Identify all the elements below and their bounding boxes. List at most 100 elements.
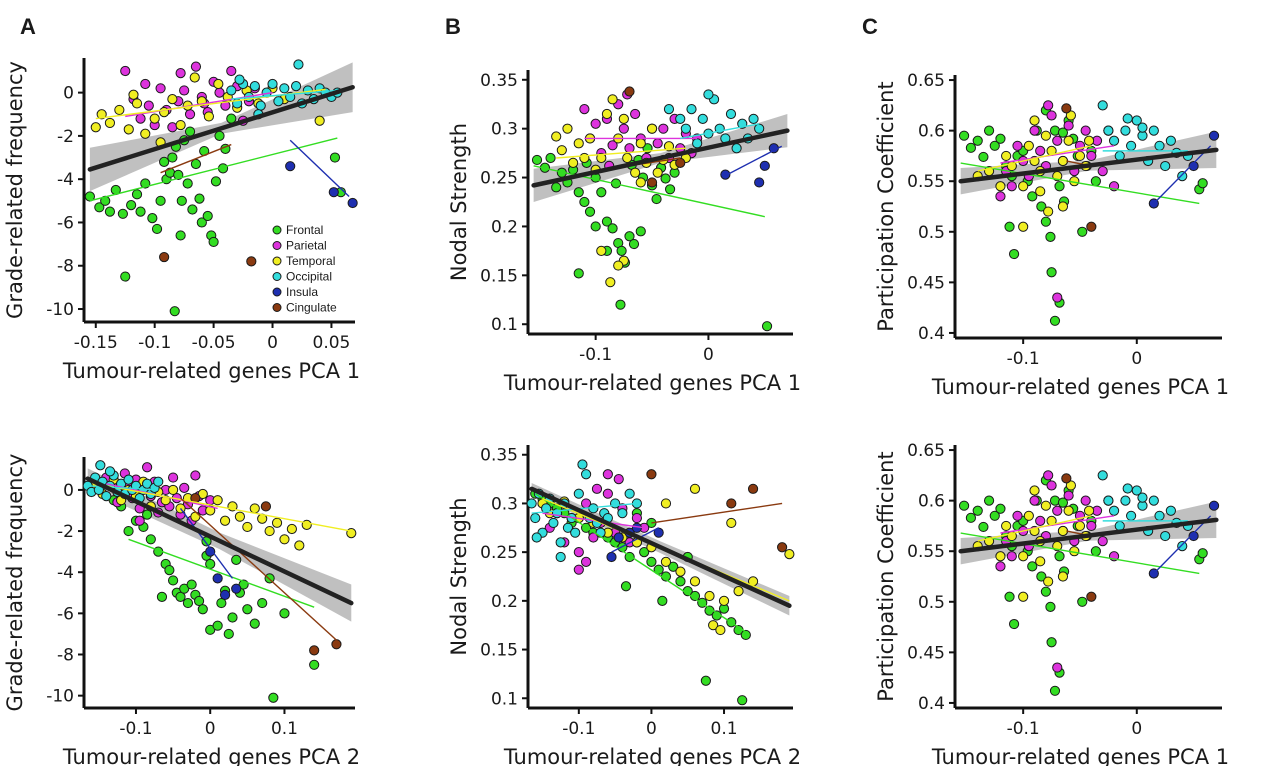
chart-1-point-temporal-5 [579,152,590,164]
chart-1-point-temporal-18 [652,167,663,178]
chart-2-point-parietal-6 [1029,125,1040,136]
chart-0-point-parietal-11 [190,61,202,72]
chart-4-ytick-label-5: 0.1 [491,689,518,709]
chart-5-point-occipital-10 [1165,505,1176,516]
chart-2: -0.1 0 0.65 0.6 0.55 0.5 0.45 0.4 Tumour-related… [874,71,1229,399]
chart-2-point-temporal-18 [1043,206,1054,217]
chart-3-point-frontal-16 [186,579,197,590]
chart-1-xlabel: Tumour-related genes PCA 1 [503,371,801,395]
chart-5-point-occipital-3 [1126,510,1137,521]
chart-0-point-temporal-2 [104,117,116,129]
chart-0-point-frontal-7 [131,189,143,200]
chart-2-point-parietal-22 [1043,100,1054,111]
chart-5-ytick-label-2: 0.55 [907,542,945,562]
chart-0-point-parietal-7 [167,122,178,133]
chart-4-overall-fit-line [529,486,792,608]
chart-3-point-frontal-37 [205,558,216,570]
chart-5-point-frontal-4 [983,495,995,506]
chart-4-point-parietal-17 [573,564,584,575]
chart-2-series-cingulate [1061,103,1097,232]
chart-0-point-temporal-9 [167,94,178,105]
chart-2-ytick-label-1: 0.6 [918,122,945,142]
chart-3-point-occipital-21 [104,466,116,477]
chart-0-overall-fit-line [87,84,355,172]
chart-3-point-frontal-18 [193,595,205,607]
chart-4-point-parietal-7 [588,532,599,543]
chart-5-point-frontal-2 [972,505,983,516]
chart-0-point-temporal-12 [189,72,200,83]
chart-3-point-temporal-25 [279,534,290,545]
chart-0-point-frontal-11 [155,195,166,206]
legend-marker-insula [272,287,282,297]
chart-3-point-occipital-5 [101,490,112,502]
chart-1-point-occipital-16 [663,104,675,115]
chart-0-point-temporal-4 [123,124,134,135]
chart-2-point-frontal-6 [995,133,1006,144]
chart-4-point-occipital-1 [530,512,541,524]
chart-0-fit-parietal [125,91,273,118]
chart-0-point-parietal-3 [143,100,154,111]
chart-1-point-insula-1 [759,160,770,171]
chart-2-point-frontal-5 [989,140,1000,151]
chart-4-point-frontal-16 [646,556,657,567]
chart-3-point-temporal-16 [212,495,223,506]
chart-0-point-frontal-33 [120,271,131,282]
chart-2-point-frontal-29 [1049,315,1061,326]
chart-4: -0.1 0 0.1 0.35 0.3 0.25 0.2 0.15 0.1 Tumour-rela… [447,445,801,769]
chart-1-ytick-label-5: 0.1 [491,315,518,335]
chart-2-ytick-label-5: 0.4 [918,324,945,344]
chart-0-point-frontal-9 [147,213,158,224]
chart-1-point-parietal-9 [630,108,641,120]
legend-label-occipital: Occipital [286,270,332,284]
chart-4-point-occipital-13 [573,488,584,499]
chart-2-ytick-label-0: 0.65 [907,71,945,91]
chart-4-point-frontal-32 [620,581,632,592]
chart-3-point-parietal-17 [167,472,179,483]
chart-0-ytick-label-4: -8 [57,257,74,277]
chart-4-point-occipital-15 [580,469,592,480]
chart-0-point-frontal-35 [175,230,186,241]
chart-5-point-temporal-3 [1001,520,1012,532]
chart-5-point-parietal-7 [1035,515,1046,526]
chart-5-point-frontal-12 [1027,561,1038,572]
chart-0-point-frontal-10 [151,223,163,235]
chart-3-point-frontal-39 [231,554,242,565]
chart-5-fit-parietal [1000,515,1115,534]
chart-1-point-parietal-5 [607,140,618,151]
chart-5-point-frontal-3 [978,521,989,533]
chart-4-point-parietal-8 [591,483,603,494]
chart-2-point-occipital-3 [1126,140,1137,151]
chart-4-point-occipital-22 [610,498,621,509]
chart-2-point-temporal-3 [1001,150,1012,162]
chart-5-point-temporal-23 [1083,505,1095,516]
chart-5-series-cingulate [1061,473,1097,602]
chart-2-point-frontal-0 [958,130,970,141]
chart-2-point-occipital-2 [1120,125,1131,136]
legend-label-frontal: Frontal [286,223,323,237]
chart-3-point-frontal-7 [145,534,156,545]
chart-0-series-insula [285,161,358,209]
chart-1-point-occipital-1 [686,104,697,115]
chart-1-point-frontal-33 [761,321,773,332]
chart-0-point-frontal-37 [329,152,341,163]
chart-5-point-frontal-30 [1004,591,1015,602]
chart-0-point-parietal-15 [214,87,225,98]
chart-3-overall-fit-line [85,476,354,606]
chart-0-point-frontal-14 [167,152,178,163]
chart-1-point-temporal-2 [562,123,573,134]
chart-5-ytick-label-0: 0.65 [907,441,945,461]
chart-5-point-occipital-2 [1120,495,1131,506]
chart-0-point-temporal-7 [149,113,160,124]
chart-1-point-parietal-7 [618,123,629,134]
chart-0-xlabel: Tumour-related genes PCA 1 [62,359,360,383]
chart-2-point-occipital-7 [1148,125,1159,136]
chart-3-point-parietal-23 [190,470,201,481]
chart-4-ylabel: Nodal Strength [447,497,471,655]
chart-1-point-temporal-9 [601,108,613,120]
chart-3-point-temporal-19 [234,511,246,522]
chart-5-point-frontal-31 [1008,618,1020,630]
chart-3-point-frontal-38 [279,608,290,619]
chart-4-point-frontal-20 [675,576,686,587]
chart-5-point-temporal-18 [1043,576,1054,587]
chart-5-point-insula-1 [1188,530,1199,542]
